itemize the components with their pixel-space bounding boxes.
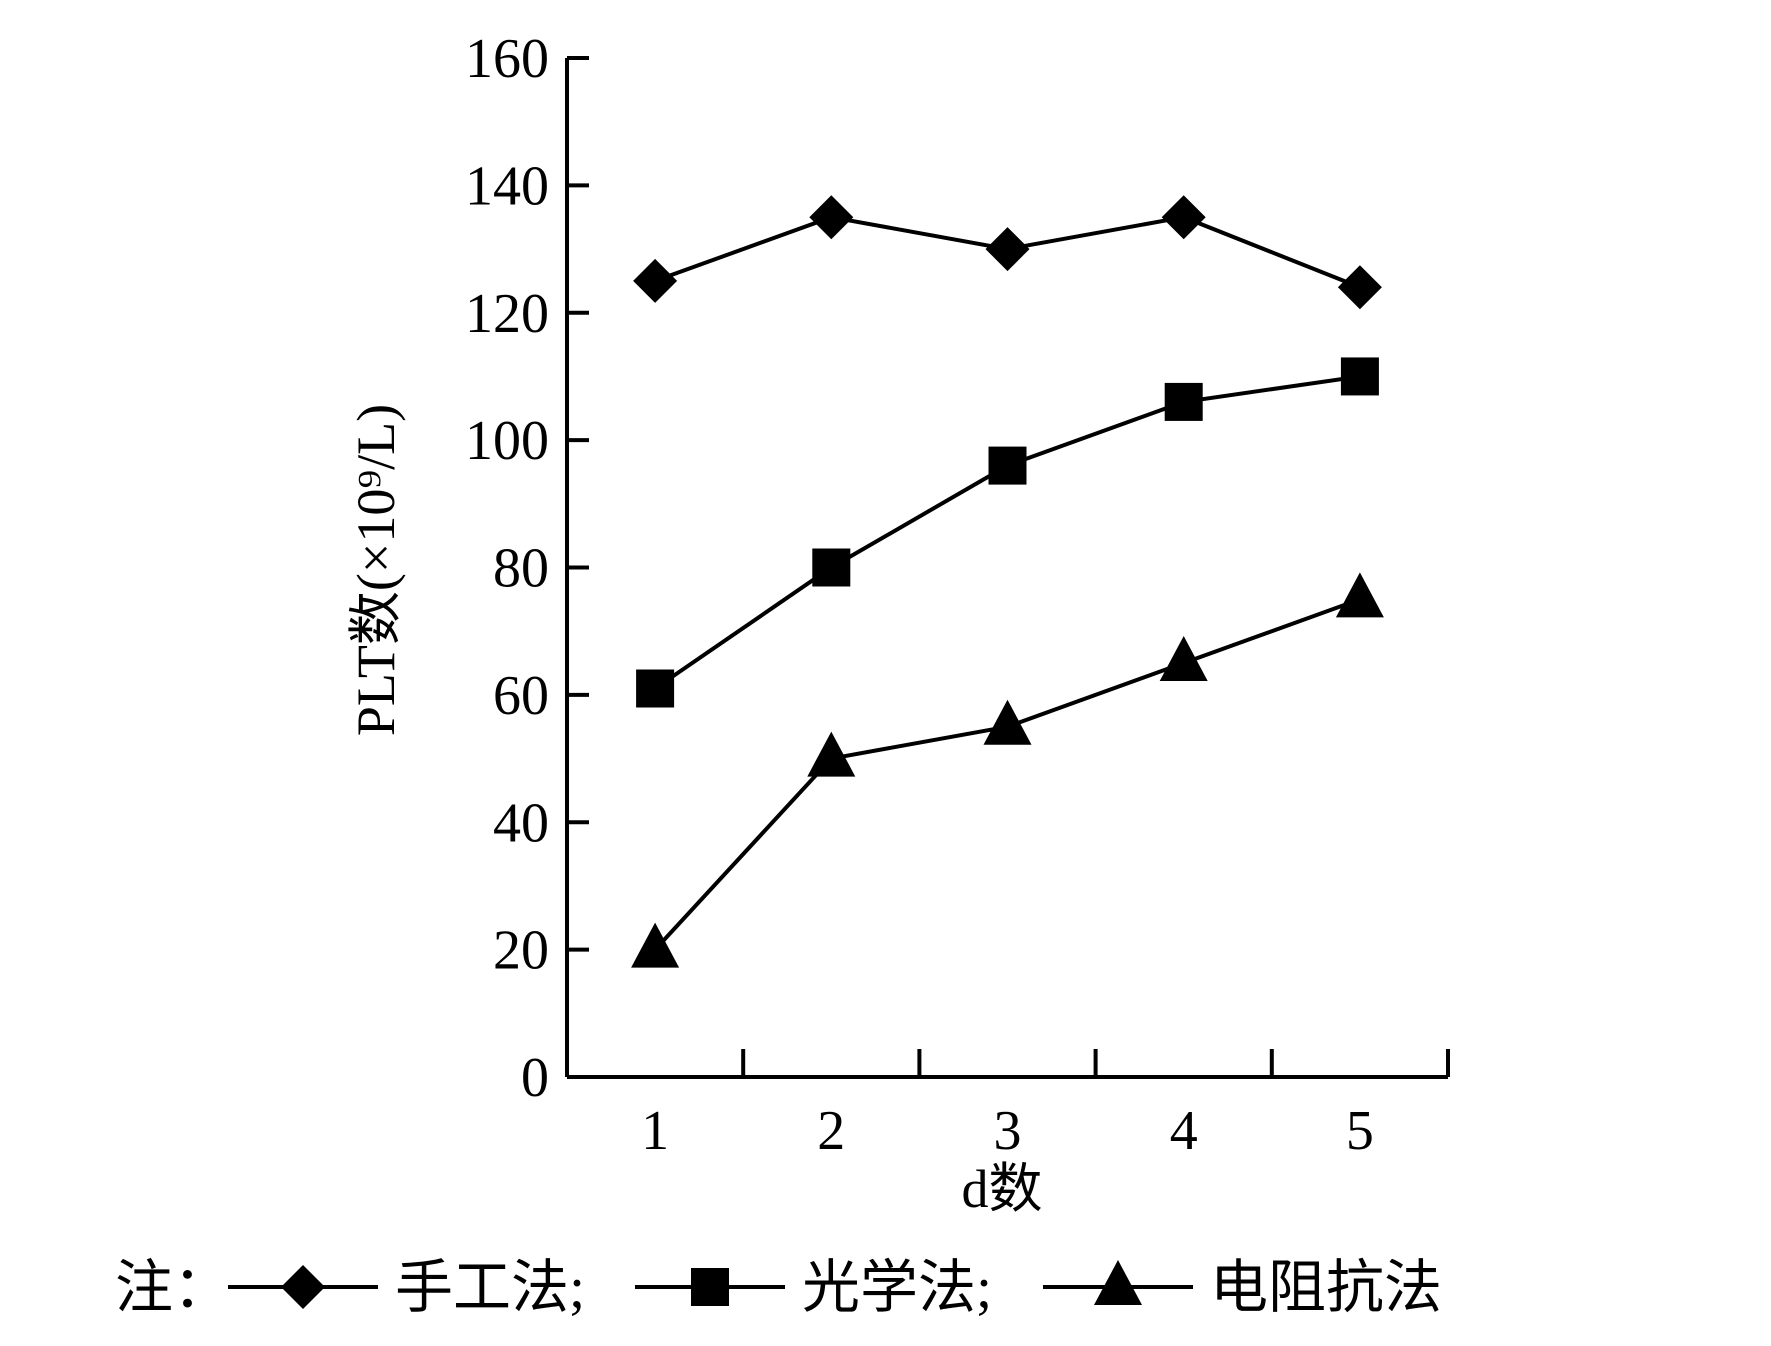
x-tick-label: 1 — [641, 1100, 669, 1162]
data-point-triangle — [807, 731, 856, 777]
data-point-square — [636, 669, 675, 708]
y-tick-label: 120 — [465, 283, 549, 345]
y-tick-label: 20 — [493, 920, 549, 982]
y-tick-label: 0 — [521, 1047, 549, 1109]
data-point-diamond — [809, 195, 854, 240]
series-1 — [633, 195, 1382, 310]
y-tick-label: 60 — [493, 665, 549, 727]
data-point-diamond — [1161, 195, 1206, 240]
y-tick-label: 100 — [465, 410, 549, 472]
legend-marker-diamond — [281, 1265, 325, 1309]
data-point-square — [988, 446, 1027, 485]
x-axis-title: d数 — [962, 1159, 1043, 1219]
x-tick-label: 4 — [1170, 1100, 1198, 1162]
series-line — [653, 597, 1361, 951]
series-group — [631, 195, 1384, 968]
y-axis-title: PLT数(×10⁹/L) — [346, 404, 406, 736]
legend: 注： 手工法; 光学法; 电阻抗法 — [115, 1255, 1442, 1320]
data-point-diamond — [633, 258, 678, 303]
x-axis-ticks: 1 2 3 4 5 — [641, 1049, 1450, 1162]
y-tick-label: 40 — [493, 792, 549, 854]
x-tick-label: 3 — [994, 1100, 1022, 1162]
axes — [565, 58, 1448, 1079]
y-axis-ticks: 0 20 40 60 80 100 120 140 160 — [465, 28, 589, 1109]
data-point-triangle — [1159, 636, 1208, 682]
data-point-diamond — [985, 227, 1030, 272]
legend-label: 电阻抗法 — [1210, 1255, 1442, 1320]
series-3 — [631, 572, 1384, 968]
x-tick-label: 5 — [1346, 1100, 1374, 1162]
data-point-diamond — [1337, 265, 1382, 310]
data-point-square — [1164, 382, 1203, 421]
series-line — [653, 374, 1361, 691]
y-tick-label: 140 — [465, 155, 549, 217]
legend-entry-3: 电阻抗法 — [1043, 1255, 1442, 1320]
legend-marker-triangle — [1094, 1260, 1142, 1305]
legend-label: 手工法; — [395, 1255, 585, 1320]
legend-entry-1: 手工法; — [228, 1255, 585, 1320]
legend-label: 光学法; — [802, 1255, 992, 1320]
data-point-triangle — [983, 699, 1032, 745]
data-point-triangle — [1335, 572, 1384, 618]
legend-marker-square — [691, 1268, 729, 1306]
legend-prefix: 注： — [115, 1255, 231, 1320]
data-point-square — [812, 548, 851, 587]
data-point-triangle — [631, 922, 680, 968]
y-tick-label: 160 — [465, 28, 549, 90]
series-2 — [636, 357, 1379, 708]
y-tick-label: 80 — [493, 538, 549, 600]
data-point-square — [1340, 357, 1379, 396]
legend-entry-2: 光学法; — [635, 1255, 992, 1320]
x-tick-label: 2 — [817, 1100, 845, 1162]
